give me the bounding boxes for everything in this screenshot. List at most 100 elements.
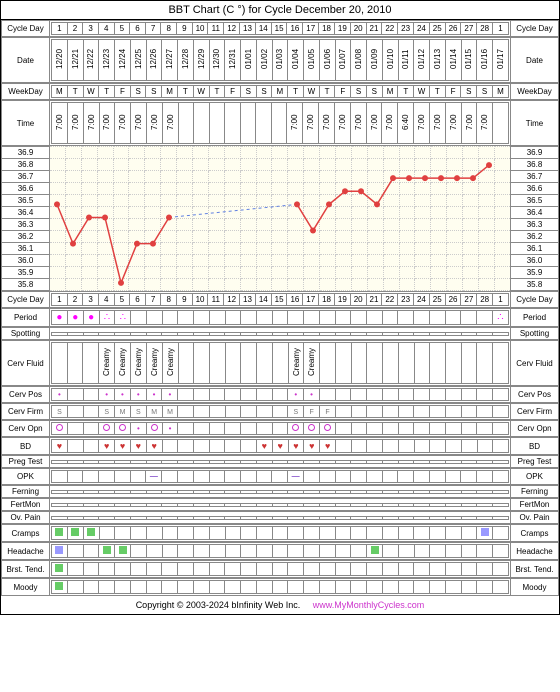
cell (304, 563, 320, 576)
cell: F (225, 86, 241, 98)
cell (146, 563, 162, 576)
cell (162, 332, 178, 335)
cell: F (335, 86, 351, 98)
cell (414, 332, 430, 335)
cell: ● (67, 311, 83, 325)
cell: ♥ (272, 440, 288, 453)
cell (193, 460, 209, 463)
cell (477, 527, 493, 540)
cell (194, 406, 210, 418)
cell: 10 (192, 23, 208, 35)
cell (430, 460, 446, 463)
cell (178, 545, 194, 558)
cell (367, 503, 383, 506)
cell (225, 460, 241, 463)
cell (398, 332, 414, 335)
cell (99, 332, 115, 335)
cell (288, 545, 304, 558)
site-link[interactable]: www.MyMonthlyCycles.com (313, 600, 425, 610)
cell (367, 460, 383, 463)
cell: • (130, 423, 146, 435)
cell: S (366, 86, 382, 98)
cell (99, 490, 115, 493)
cell (414, 440, 430, 453)
cell (193, 503, 209, 506)
cell: 16 (287, 294, 303, 306)
cell (382, 460, 398, 463)
cell (445, 460, 461, 463)
cycle-day-label-left: Cycle Day (2, 21, 50, 37)
cell (320, 423, 336, 435)
cell (477, 471, 493, 483)
cell (414, 490, 430, 493)
ferning-row: Ferning Ferning (2, 486, 559, 498)
cell: 01/05 (304, 40, 320, 81)
cell: 12/21 (67, 40, 83, 81)
cell (445, 471, 461, 483)
cell (383, 406, 399, 418)
cell (351, 516, 367, 519)
cell (146, 311, 162, 325)
cell (445, 545, 461, 558)
cell (83, 440, 99, 453)
cell (193, 389, 209, 401)
cell: 8 (161, 23, 177, 35)
cell (162, 527, 178, 540)
cell: 3 (83, 294, 99, 306)
cell: 1 (493, 294, 509, 306)
cell: ♥ (288, 440, 304, 453)
cell (319, 332, 335, 335)
cell (351, 581, 367, 594)
cell: ● (83, 311, 99, 325)
cell (83, 389, 99, 401)
cell (288, 581, 304, 594)
cell (398, 343, 414, 384)
cell (99, 545, 115, 558)
cell: S (461, 86, 477, 98)
cramps-row: Cramps Cramps (2, 525, 559, 542)
cell (288, 527, 304, 540)
cell (241, 490, 257, 493)
cell (209, 460, 225, 463)
cell (52, 516, 68, 519)
cell: • (130, 389, 146, 401)
cell (398, 311, 414, 325)
cell (67, 423, 83, 435)
cell: 12/27 (162, 40, 178, 81)
cell (304, 471, 320, 483)
cell (52, 460, 68, 463)
cell (131, 311, 147, 325)
cell (272, 311, 288, 325)
cell (367, 440, 383, 453)
cell: ∴ (99, 311, 115, 325)
cell (445, 516, 461, 519)
cell (430, 545, 446, 558)
cell (83, 460, 99, 463)
cell: 12/26 (146, 40, 162, 81)
cell: 2 (67, 294, 83, 306)
cell (241, 545, 257, 558)
cell (335, 503, 351, 506)
cell (193, 581, 209, 594)
cell (209, 516, 225, 519)
cell: • (115, 389, 131, 401)
cell (430, 440, 446, 453)
cervfirm-row: Cerv Firm SSMSMMSFF Cerv Firm (2, 404, 559, 420)
cell (257, 343, 273, 384)
cell (52, 545, 68, 558)
cell: 12/28 (178, 40, 194, 81)
cell: • (162, 389, 178, 401)
cell (257, 545, 273, 558)
cell (351, 406, 367, 418)
cell (272, 343, 288, 384)
cell (367, 490, 383, 493)
cell: F (304, 406, 320, 418)
cell (383, 440, 399, 453)
cell (257, 527, 273, 540)
cell (162, 516, 178, 519)
cell (477, 545, 493, 558)
cell (430, 423, 446, 435)
cell (193, 516, 209, 519)
cell: ♥ (146, 440, 162, 453)
cell: — (146, 471, 162, 483)
